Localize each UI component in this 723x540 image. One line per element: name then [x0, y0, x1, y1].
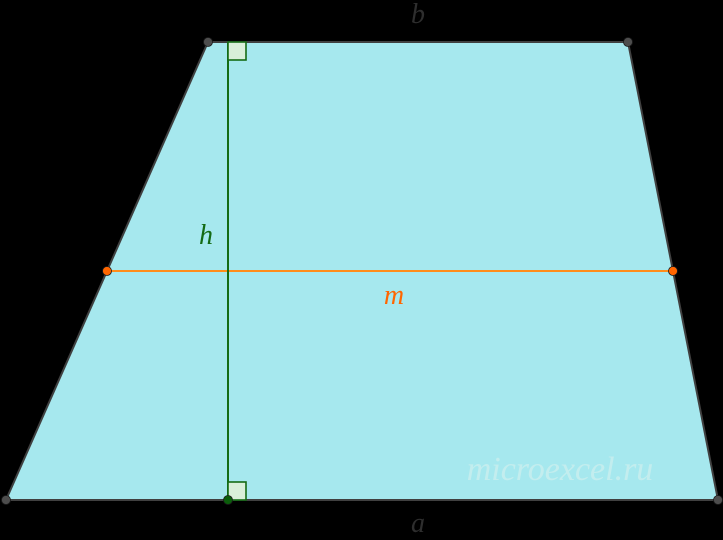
vertex-bottom-right	[714, 496, 723, 505]
vertex-bottom-left	[2, 496, 11, 505]
right-angle-marker-top	[228, 42, 246, 60]
height-foot-point	[224, 496, 233, 505]
midpoint-left	[103, 267, 112, 276]
vertex-top-right	[624, 38, 633, 47]
label-h: h	[199, 220, 213, 252]
vertex-top-left	[204, 38, 213, 47]
label-m: m	[384, 280, 404, 312]
trapezoid-diagram	[0, 0, 723, 540]
label-b: b	[411, 0, 425, 31]
label-a: a	[411, 508, 425, 540]
midpoint-right	[669, 267, 678, 276]
